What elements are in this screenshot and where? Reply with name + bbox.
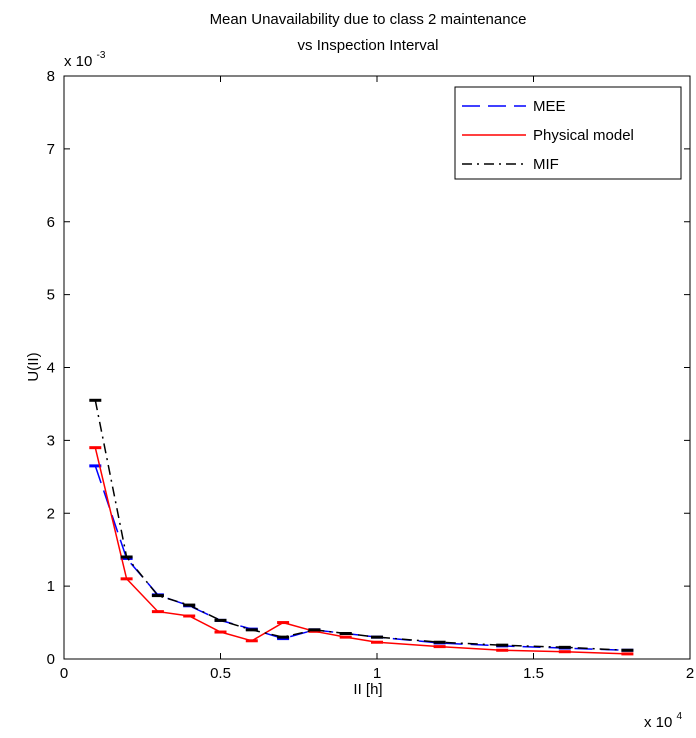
y-multiplier-base: x 10 [64,53,92,70]
chart-title-line-2: vs Inspection Interval [298,37,439,54]
series-layer [89,398,634,656]
y-tick-label: 0 [47,651,55,668]
series-2 [89,398,634,652]
legend-label: MIF [533,156,559,173]
axis-ticks: 0 0.5 1 1.5 2 0 1 2 3 4 5 6 7 8 [47,68,695,682]
x-axis-label: II [h] [353,681,382,698]
x-multiplier-label: x 10 4 [644,711,683,731]
y-tick-label: 8 [47,68,55,85]
legend: MEE Physical model MIF [454,86,682,180]
x-tick-label: 1 [373,665,381,682]
y-tick-label: 7 [47,141,55,158]
y-axis-label: U(II) [25,352,42,381]
y-tick-label: 4 [47,360,55,377]
y-tick-label: 5 [47,287,55,304]
x-tick-label: 0 [60,665,68,682]
x-tick-label: 0.5 [210,665,231,682]
y-tick-label: 3 [47,432,55,449]
series-line [94,400,628,652]
y-multiplier-label: x 10 -3 [64,50,106,70]
chart-title-line-1: Mean Unavailability due to class 2 maint… [210,11,527,28]
legend-label: Physical model [533,127,634,144]
series-1 [89,446,634,656]
x-multiplier-exponent: 4 [677,711,683,722]
y-tick-label: 6 [47,214,55,231]
y-multiplier-exponent: -3 [97,50,106,61]
x-tick-label: 2 [686,665,694,682]
y-tick-label: 2 [47,505,55,522]
x-multiplier-base: x 10 [644,714,672,731]
legend-label: MEE [533,98,566,115]
x-tick-label: 1.5 [523,665,544,682]
y-tick-label: 1 [47,578,55,595]
